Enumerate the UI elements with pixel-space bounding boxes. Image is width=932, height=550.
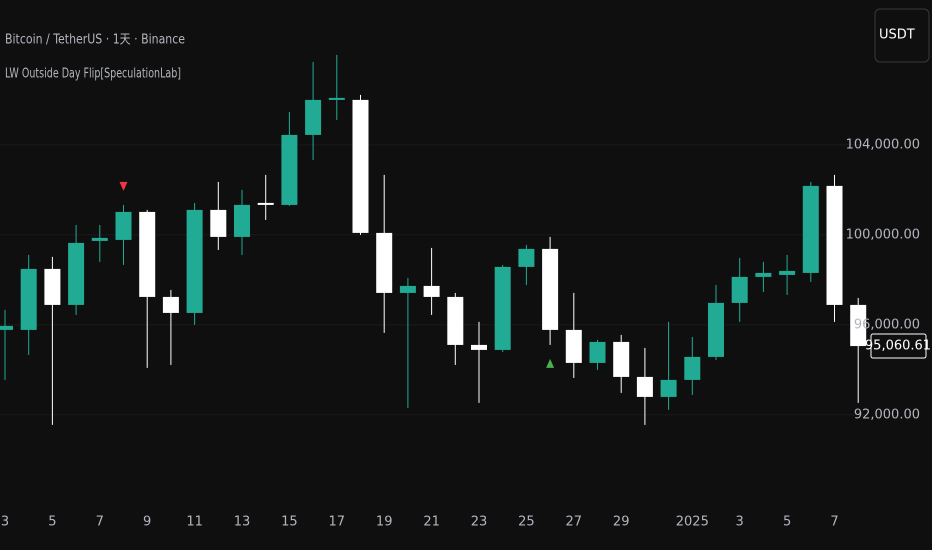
candle-body: [281, 134, 298, 205]
x-tick-label: 2025: [676, 515, 709, 530]
indicator-name: LW Outside Day Flip[SpeculationLab]: [5, 67, 181, 82]
candle-body: [684, 356, 701, 380]
candle-body: [162, 296, 179, 313]
candle-body: [613, 341, 630, 377]
y-tick-label: 92,000.00: [854, 407, 920, 422]
x-tick-label: 11: [186, 515, 203, 530]
candle-body: [494, 266, 511, 350]
x-tick-label: 13: [234, 515, 251, 530]
candle-body: [636, 376, 653, 397]
candle-body: [660, 379, 677, 397]
candle-body: [589, 341, 606, 363]
y-tick-label: 100,000.00: [846, 227, 920, 242]
candle-body: [755, 272, 772, 277]
candle-body: [708, 302, 724, 357]
candle-body: [305, 99, 322, 135]
candle-body: [20, 268, 37, 330]
last-price-label: 95,060.61: [865, 339, 931, 354]
candle-body: [0, 325, 13, 330]
x-tick-label: 25: [518, 515, 535, 530]
x-tick-label: 7: [830, 515, 838, 530]
axes: 92,000.00 96,000.00 100,000.00 104,000.00 3 5…: [1, 137, 931, 529]
candle-body: [850, 304, 867, 347]
candle-body: [139, 211, 156, 297]
candle-body: [234, 204, 250, 237]
candle-body: [423, 285, 440, 297]
x-tick-label: 3: [736, 515, 744, 530]
x-tick-label: 21: [423, 515, 440, 530]
candle-body: [802, 185, 819, 273]
x-tick-label: 9: [143, 515, 151, 530]
x-tick-label: 7: [96, 515, 104, 530]
candle-body: [826, 185, 843, 305]
candle-body: [68, 242, 85, 305]
candle-body: [779, 270, 796, 275]
last-price-box: [870, 333, 927, 359]
candle-body: [471, 344, 487, 350]
plot-area: [0, 54, 867, 425]
candle-body: [399, 285, 416, 293]
candle-body: [91, 237, 108, 241]
x-tick-label: 29: [613, 515, 630, 530]
x-tick-label: 3: [1, 515, 9, 530]
signal-marker: [119, 181, 128, 191]
candle-body: [257, 202, 274, 205]
x-tick-label: 19: [376, 515, 393, 530]
x-tick-label: 15: [281, 515, 298, 530]
candle-body: [376, 232, 393, 293]
signal-marker: [546, 358, 555, 368]
candle-body: [186, 209, 203, 313]
candle-body: [542, 248, 559, 330]
x-tick-label: 5: [783, 515, 791, 530]
candle-body: [518, 248, 535, 267]
currency-button-label[interactable]: USDT: [879, 28, 915, 43]
candle-body: [44, 268, 61, 305]
candle-body: [210, 209, 227, 237]
candle-body: [565, 329, 582, 363]
candle-body: [731, 276, 748, 303]
currency-button[interactable]: [874, 8, 930, 63]
candle-body: [447, 296, 464, 345]
x-tick-label: 27: [566, 515, 583, 530]
candle-body: [115, 211, 132, 240]
candle-body: [328, 97, 345, 100]
y-tick-label: 104,000.00: [846, 137, 920, 152]
candle-body: [352, 99, 369, 233]
x-tick-label: 17: [329, 515, 346, 530]
y-tick-label: 96,000.00: [854, 317, 920, 332]
x-tick-label: 5: [48, 515, 56, 530]
chart-title: Bitcoin / TetherUS · 1天 · Binance: [5, 33, 185, 48]
x-tick-label: 23: [471, 515, 488, 530]
